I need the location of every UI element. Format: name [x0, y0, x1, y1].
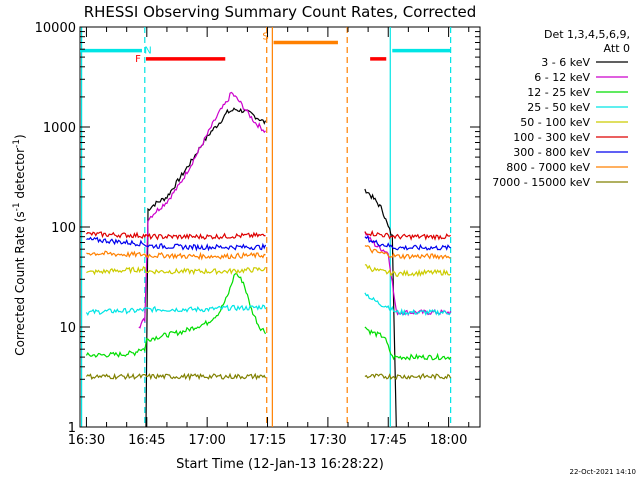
series-line [86, 266, 267, 276]
plot-frame-group [79, 26, 481, 428]
data-series-group [85, 91, 452, 428]
flag-bars: NF S [80, 31, 451, 65]
y-tick-label: 1 [68, 421, 76, 436]
legend-label: 300 - 800 keV [513, 146, 590, 159]
chart-title: RHESSI Observing Summary Count Rates, Co… [84, 3, 477, 21]
series-line [85, 372, 267, 382]
series-line [85, 272, 267, 358]
series-line [364, 229, 451, 241]
axes-group: 1 10 100 1000 10000 16:30 16:45 17:00 17:15 17:30… [35, 21, 480, 448]
legend-header-line1: Det 1,3,4,5,6,9, [544, 28, 630, 41]
series-line [364, 372, 452, 381]
series-line [364, 245, 451, 260]
footer-date: 22-Oct-2021 14:10 [570, 468, 636, 476]
series-line [364, 264, 451, 278]
y-axis-label-end: ) [13, 134, 27, 139]
legend-label: 12 - 25 keV [527, 86, 590, 99]
legend-label: 7000 - 15000 keV [492, 176, 590, 189]
series-line [86, 236, 267, 252]
series-line [364, 292, 451, 317]
series-line [364, 235, 451, 251]
plot-frame [79, 26, 481, 428]
y-axis-label-main: Corrected Count Rate (s [13, 211, 27, 355]
series-line [364, 188, 397, 428]
y-tick-label: 1000 [43, 121, 76, 136]
legend-label: 100 - 300 keV [513, 131, 590, 144]
x-tick-label: 16:45 [128, 433, 165, 448]
legend-label: 6 - 12 keV [534, 71, 590, 84]
series-line [86, 250, 266, 261]
legend-label: 3 - 6 keV [541, 56, 590, 69]
flag-bar-label: S [262, 31, 268, 42]
legend-label: 800 - 7000 keV [506, 161, 590, 174]
series-line [364, 326, 452, 361]
legend-label: 25 - 50 keV [527, 101, 590, 114]
y-axis-label: Corrected Count Rate (s-1 detector-1) [12, 134, 27, 355]
y-tick-label: 100 [51, 221, 76, 236]
series-line [85, 304, 267, 316]
y-tick-label: 10 [59, 321, 76, 336]
legend-label: 50 - 100 keV [520, 116, 590, 129]
y-axis-label-sup1: -1 [12, 202, 22, 211]
x-tick-label: 17:00 [188, 433, 225, 448]
y-tick-label: 10000 [35, 21, 76, 36]
x-tick-label: 17:15 [249, 433, 286, 448]
x-tick-label: 17:45 [370, 433, 407, 448]
legend-header-line2: Att 0 [604, 42, 630, 55]
flag-bar-label: N [144, 46, 151, 57]
series-line [138, 91, 266, 329]
y-axis-label-mid: detector [13, 148, 27, 203]
x-tick-label: 16:30 [68, 433, 105, 448]
x-tick-label: 18:00 [430, 433, 467, 448]
x-axis-label: Start Time (12-Jan-13 16:28:22) [176, 457, 384, 472]
flag-bar-label: F [135, 54, 141, 65]
series-line [85, 231, 266, 241]
y-axis-label-sup2: -1 [12, 139, 22, 148]
x-tick-label: 17:30 [309, 433, 346, 448]
legend: Det 1,3,4,5,6,9, Att 0 3 - 6 keV 6 - 12 k… [492, 28, 630, 189]
